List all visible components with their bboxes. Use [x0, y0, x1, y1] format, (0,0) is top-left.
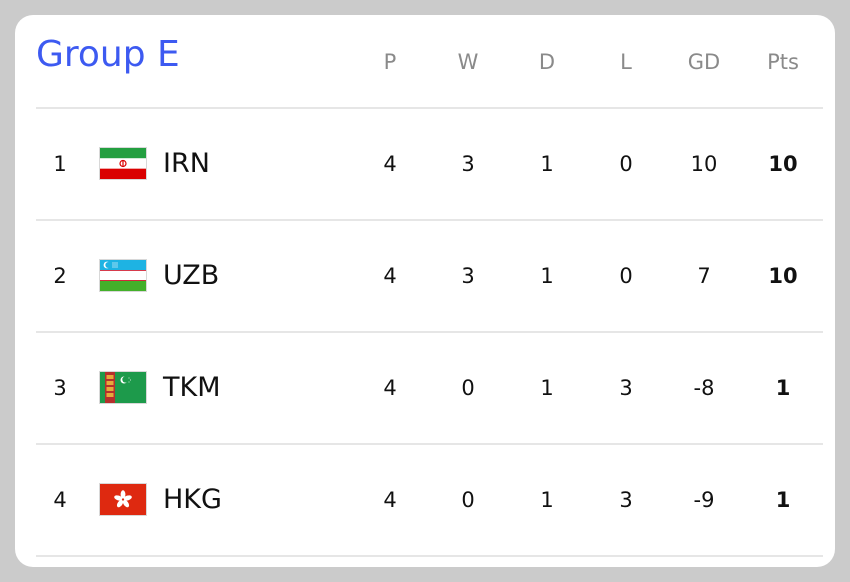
- drawn: 1: [540, 488, 554, 512]
- drawn: 1: [540, 376, 554, 400]
- won: 3: [461, 152, 475, 176]
- played: 4: [383, 264, 397, 288]
- drawn: 1: [540, 264, 554, 288]
- col-header-goal-difference: GD: [687, 50, 721, 74]
- standings-card: Group E P W D L GD Pts 1 IRN 4 3 1 0 10 …: [15, 15, 835, 567]
- played: 4: [383, 152, 397, 176]
- rank: 1: [53, 152, 67, 176]
- col-header-lost: L: [620, 50, 632, 74]
- drawn: 1: [540, 152, 554, 176]
- rank: 3: [53, 376, 67, 400]
- rank: 2: [53, 264, 67, 288]
- divider: [36, 331, 823, 333]
- rank: 4: [53, 488, 67, 512]
- iran-flag-icon: [100, 148, 146, 179]
- col-header-won: W: [457, 50, 479, 74]
- divider: [36, 219, 823, 221]
- col-header-played: P: [383, 50, 397, 74]
- team-name: TKM: [163, 372, 221, 403]
- goal-difference: 10: [690, 152, 718, 176]
- col-header-points: Pts: [767, 50, 799, 74]
- lost: 3: [619, 488, 633, 512]
- divider: [36, 555, 823, 557]
- team-name: UZB: [163, 260, 220, 291]
- team-name: HKG: [163, 484, 222, 515]
- table-row[interactable]: 4 HKG 4 0 1 3 -9 1: [15, 444, 835, 556]
- lost: 0: [619, 264, 633, 288]
- points: 10: [768, 152, 798, 176]
- won: 3: [461, 264, 475, 288]
- hong-kong-flag-icon: [100, 484, 146, 515]
- goal-difference: -9: [693, 488, 715, 512]
- divider: [36, 443, 823, 445]
- divider: [36, 107, 823, 109]
- lost: 3: [619, 376, 633, 400]
- col-header-drawn: D: [538, 50, 556, 74]
- goal-difference: 7: [697, 264, 711, 288]
- table-row[interactable]: 2 UZB 4 3 1: [15, 220, 835, 332]
- played: 4: [383, 488, 397, 512]
- points: 1: [775, 488, 791, 512]
- table-row[interactable]: 3 TKM 4 0 1 3 -8 1: [15, 332, 835, 444]
- won: 0: [461, 488, 475, 512]
- uzbekistan-flag-icon: [100, 260, 146, 291]
- goal-difference: -8: [693, 376, 715, 400]
- table-row[interactable]: 1 IRN 4 3 1 0 10 10: [15, 108, 835, 220]
- points: 1: [775, 376, 791, 400]
- played: 4: [383, 376, 397, 400]
- lost: 0: [619, 152, 633, 176]
- points: 10: [768, 264, 798, 288]
- team-name: IRN: [163, 148, 210, 179]
- group-title: Group E: [36, 34, 180, 75]
- won: 0: [461, 376, 475, 400]
- turkmenistan-flag-icon: [100, 372, 146, 403]
